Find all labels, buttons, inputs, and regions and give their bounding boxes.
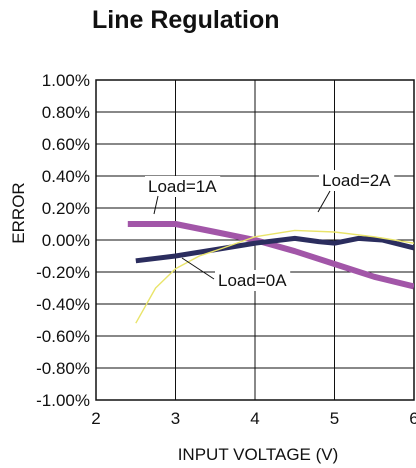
y-tick-label: -0.20% (36, 263, 90, 282)
plot-frame (95, 79, 415, 401)
annotation-background (319, 170, 395, 191)
y-tick-label: 0.00% (42, 231, 90, 250)
y-tick-label: -0.80% (36, 359, 90, 378)
x-tick-label: 6 (409, 409, 416, 428)
y-tick-label: 1.00% (42, 71, 90, 90)
annotation-leader-line (181, 257, 215, 280)
y-tick-label: -0.60% (36, 327, 90, 346)
series-layer (127, 221, 414, 324)
y-tick-label: 0.60% (42, 135, 90, 154)
x-tick-label: 2 (91, 409, 100, 428)
y-tick-label: -0.40% (36, 295, 90, 314)
series-line-load-0a (135, 229, 414, 324)
y-tick-label: 0.20% (42, 199, 90, 218)
series-line-load-1a (127, 221, 414, 290)
y-tick-label: -1.00% (36, 391, 90, 410)
x-tick-label: 5 (330, 409, 339, 428)
x-tick-label: 3 (171, 409, 180, 428)
chart-title: Line Regulation (92, 6, 280, 34)
x-tick-label: 4 (250, 409, 259, 428)
annotation-background (215, 270, 291, 291)
annotation-background (145, 176, 221, 197)
annotation-load-1a: Load=1A (148, 177, 217, 196)
x-tick-labels: 2 3 4 5 6 (91, 409, 416, 428)
annotation-load-0a: Load=0A (218, 271, 287, 290)
annotation-load-2a: Load=2A (322, 171, 391, 190)
y-tick-labels: 1.00% 0.80% 0.60% 0.40% 0.20% 0.00% -0.20% -0.4… (36, 71, 90, 410)
annotation-leader-line (153, 195, 159, 215)
annotation-leader-line (317, 190, 331, 213)
x-axis-label: INPUT VOLTAGE (V) (178, 445, 339, 464)
y-tick-label: 0.40% (42, 167, 90, 186)
y-axis-label: ERROR (9, 182, 28, 243)
annotation-layer: Load=1A Load=2A Load=0A (145, 170, 395, 291)
y-tick-label: 0.80% (42, 103, 90, 122)
series-line-load-2a (135, 235, 414, 264)
